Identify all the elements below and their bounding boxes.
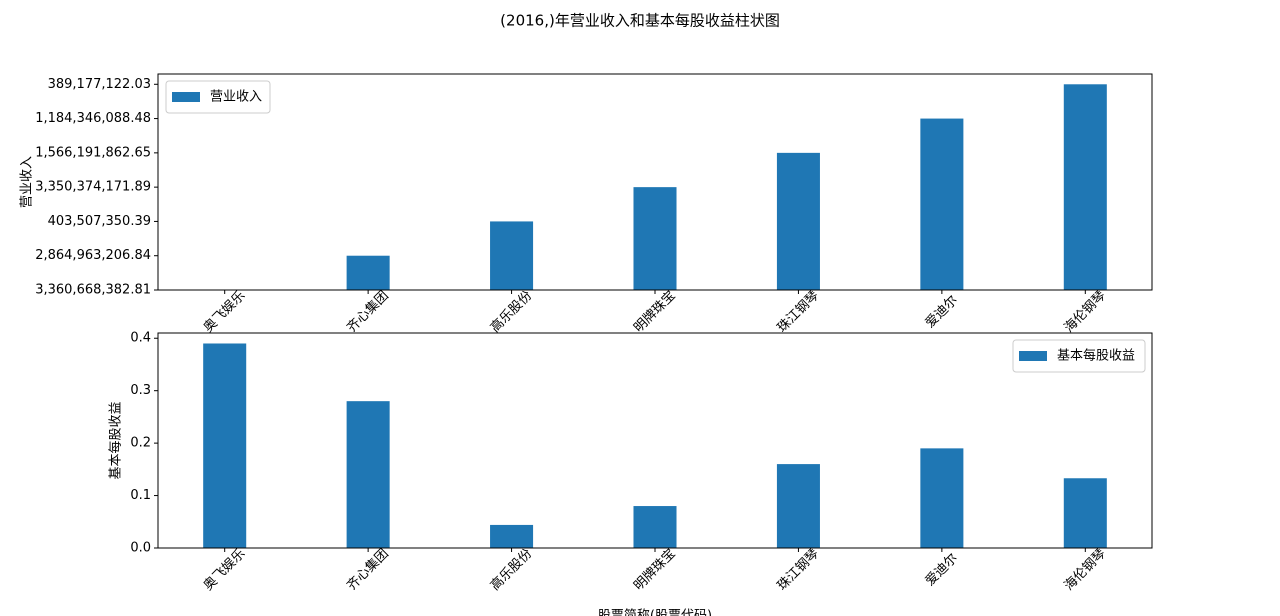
y-tick-label: 0.4 xyxy=(130,331,151,346)
bar xyxy=(1063,478,1107,548)
legend-label: 营业收入 xyxy=(210,90,262,105)
legend-swatch xyxy=(172,92,200,102)
x-axis-label: 股票简称(股票代码) xyxy=(598,608,712,616)
legend-box xyxy=(165,80,271,114)
legend-swatch xyxy=(1019,351,1047,361)
bar xyxy=(633,506,677,548)
legend-box xyxy=(1012,339,1146,373)
bar xyxy=(1063,84,1107,291)
axes-frame xyxy=(157,73,1153,291)
y-tick-label: 3,350,374,171.89 xyxy=(35,180,151,195)
x-tick-label: 爱迪尔 xyxy=(923,293,961,331)
y-tick-label: 403,507,350.39 xyxy=(48,214,151,229)
y-axis-label: 基本每股收益 xyxy=(108,401,124,479)
x-tick-label: 珠江钢琴 xyxy=(775,288,822,335)
bar xyxy=(203,343,247,548)
y-tick-label: 2,864,963,206.84 xyxy=(35,248,151,263)
x-tick-label: 奥飞娱乐 xyxy=(201,546,248,593)
bar xyxy=(633,187,677,290)
x-tick-label: 高乐股份 xyxy=(487,288,535,336)
x-tick-label: 明牌珠宝 xyxy=(631,288,679,336)
y-tick-label: 0.2 xyxy=(130,436,151,451)
x-tick-label: 珠江钢琴 xyxy=(775,546,822,593)
axes: 0.0 0.1 0.2 0.3 0.4 奥飞娱乐 齐心集团 高乐股份 明牌珠宝 珠江钢琴 爱迪尔 海伦… xyxy=(108,331,1153,616)
bar xyxy=(490,221,534,290)
chart-title: (2016,)年营业收入和基本每股收益柱状图 xyxy=(500,12,780,30)
x-tick-label: 齐心集团 xyxy=(344,546,392,594)
y-tick-label: 3,360,668,382.81 xyxy=(35,283,151,298)
x-tick-label: 齐心集团 xyxy=(344,288,392,336)
bar xyxy=(920,118,964,290)
y-tick-label: 0.1 xyxy=(130,488,151,503)
bar xyxy=(776,464,820,548)
x-tick-label: 高乐股份 xyxy=(487,546,535,594)
x-tick-label: 爱迪尔 xyxy=(923,551,961,589)
y-tick-label: 0.3 xyxy=(130,383,151,398)
y-tick-label: 389,177,122.03 xyxy=(48,77,151,92)
x-tick-label: 奥飞娱乐 xyxy=(201,288,248,335)
y-tick-label: 0.0 xyxy=(130,541,151,556)
x-tick-label: 海伦钢琴 xyxy=(1062,288,1109,335)
bar xyxy=(776,152,820,290)
y-tick-label: 1,566,191,862.65 xyxy=(35,145,151,160)
axes: 3,360,668,382.81 2,864,963,206.84 403,507,… xyxy=(20,73,1153,336)
x-tick-label: 海伦钢琴 xyxy=(1062,546,1109,593)
bar xyxy=(490,524,534,548)
y-axis-label: 营业收入 xyxy=(20,156,35,208)
x-tick-label: 明牌珠宝 xyxy=(631,546,679,594)
bar xyxy=(346,255,390,290)
axes-frame xyxy=(157,332,1153,549)
y-tick-label: 1,184,346,088.48 xyxy=(35,111,151,126)
bar xyxy=(346,401,390,548)
legend-label: 基本每股收益 xyxy=(1057,348,1135,364)
bar xyxy=(920,448,964,548)
